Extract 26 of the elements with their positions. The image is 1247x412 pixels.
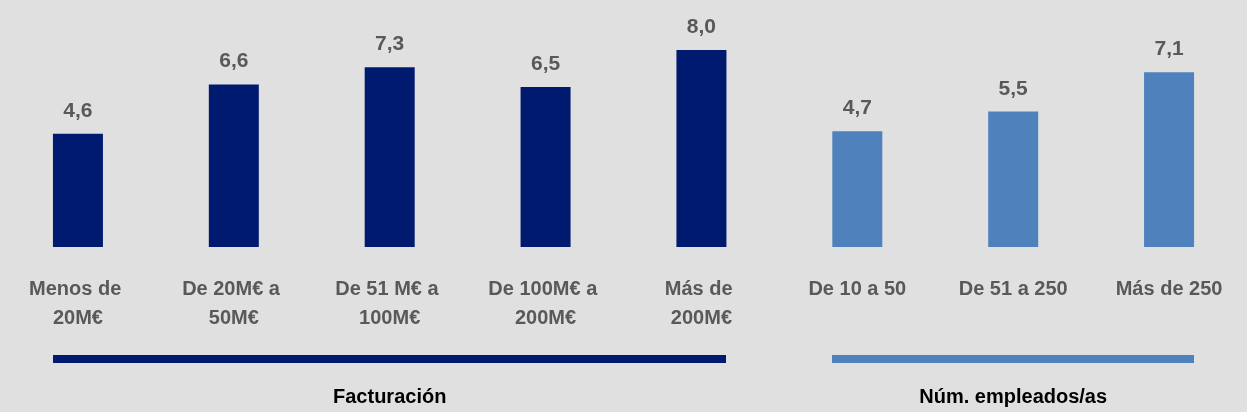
- data-label: 4,6: [63, 97, 93, 121]
- x-tick-label: Más de 200M€: [664, 276, 739, 328]
- text: Núm. empleados/as: [919, 385, 1108, 408]
- x-tick-label: De 20M€ a 50M€: [182, 276, 286, 328]
- bar: [520, 86, 571, 247]
- x-tick-label: De 100M€ a 200M€: [488, 276, 603, 328]
- data-label: 7,1: [1154, 36, 1184, 60]
- bar: [1144, 72, 1195, 247]
- data-label: 8,0: [686, 14, 717, 37]
- data-label: 6,6: [219, 48, 249, 72]
- data-label: 5,5: [998, 75, 1029, 99]
- x-tick-label: De 51 M€ a 100M€: [335, 276, 445, 328]
- x-tick-label: Menos de 20M€: [29, 276, 127, 328]
- bar: [208, 84, 259, 247]
- x-tick-label: De 51 a 250: [958, 276, 1068, 299]
- bar: [988, 111, 1039, 247]
- bar: [52, 133, 103, 247]
- data-label: 6,5: [530, 50, 561, 74]
- bar: [364, 67, 415, 247]
- data-label: 7,3: [375, 31, 405, 55]
- x-tick-label: Más de 250: [1115, 276, 1223, 299]
- x-tick-label: De 10 a 50: [808, 276, 907, 299]
- bar: [676, 50, 727, 247]
- text: Facturación: [333, 385, 447, 408]
- bar: [832, 131, 883, 247]
- data-label: 4,7: [842, 95, 872, 119]
